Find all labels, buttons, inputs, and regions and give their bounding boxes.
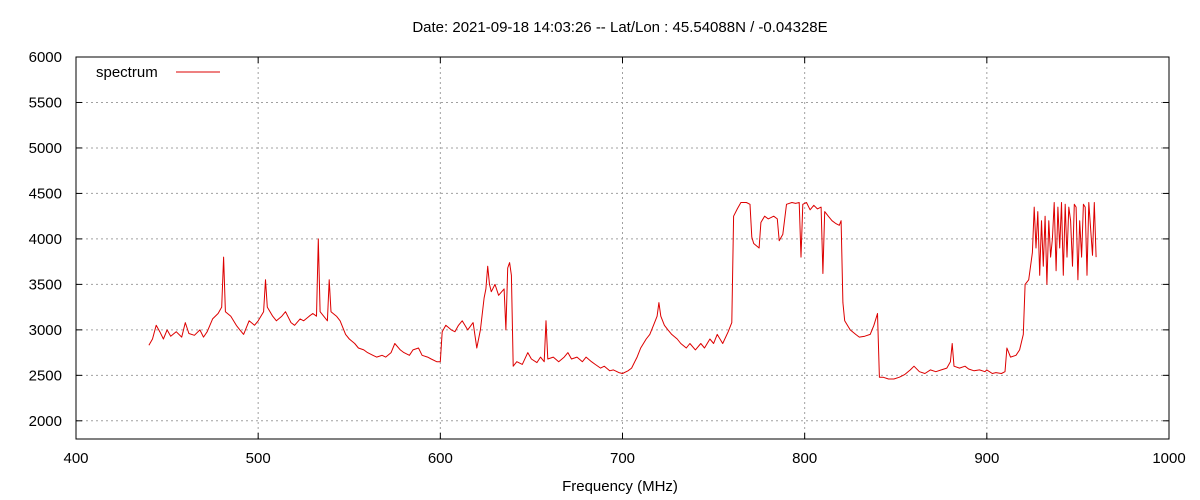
legend: spectrum [96, 64, 220, 81]
x-axis-label: Frequency (MHz) [562, 478, 678, 495]
y-tick-label-4000: 4000 [29, 231, 62, 248]
x-tick-label-700: 700 [610, 450, 635, 467]
y-tick-label-4500: 4500 [29, 185, 62, 202]
x-tick-label-600: 600 [428, 450, 453, 467]
y-tick-label-5000: 5000 [29, 140, 62, 157]
x-tick-label-500: 500 [246, 450, 271, 467]
x-tick-label-400: 400 [63, 450, 88, 467]
y-tick-label-2000: 2000 [29, 413, 62, 430]
grid-lines [76, 57, 1169, 439]
y-tick-label-2500: 2500 [29, 367, 62, 384]
y-tick-label-6000: 6000 [29, 49, 62, 66]
x-axis: 400 500 600 700 800 900 1000 [63, 57, 1186, 467]
x-tick-label-900: 900 [974, 450, 999, 467]
x-tick-label-800: 800 [792, 450, 817, 467]
legend-label-spectrum: spectrum [96, 64, 158, 81]
y-tick-label-5500: 5500 [29, 94, 62, 111]
chart-title: Date: 2021-09-18 14:03:26 -- Lat/Lon : 4… [412, 19, 827, 36]
series-layer [148, 202, 1097, 380]
y-tick-label-3000: 3000 [29, 322, 62, 339]
y-tick-label-3500: 3500 [29, 276, 62, 293]
series-line-spectrum [148, 202, 1097, 380]
x-tick-label-1000: 1000 [1152, 450, 1185, 467]
y-axis: 2000 2500 3000 3500 4000 4500 5000 5500 6000 [29, 49, 1169, 430]
